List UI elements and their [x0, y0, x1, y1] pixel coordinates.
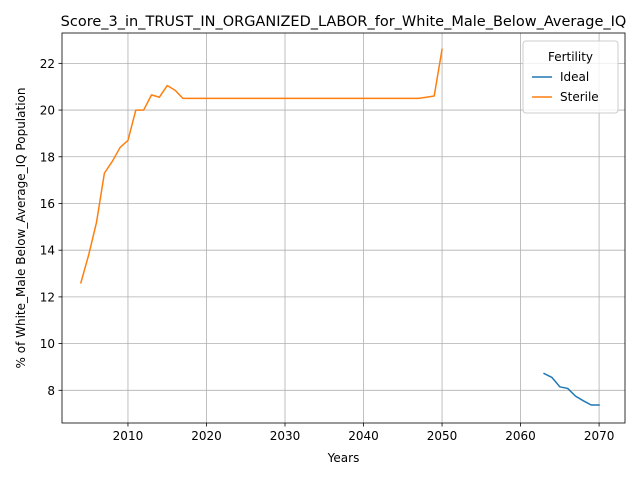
y-tick-label: 8 [47, 384, 55, 398]
x-tick-label: 2060 [505, 429, 536, 443]
x-tick-label: 2010 [113, 429, 144, 443]
legend-label-ideal: Ideal [560, 70, 589, 84]
y-tick-label: 18 [40, 150, 55, 164]
x-tick-label: 2040 [348, 429, 379, 443]
legend-box [522, 40, 619, 114]
legend-entries: Ideal Sterile [532, 70, 599, 104]
x-tick-label: 2030 [270, 429, 301, 443]
chart-title: Score_3_in_TRUST_IN_ORGANIZED_LABOR_for_… [61, 14, 627, 30]
legend-label-sterile: Sterile [560, 90, 599, 104]
legend: Fertility Ideal Sterile [522, 40, 619, 114]
y-tick-label: 20 [40, 104, 55, 118]
series-line-sterile [79, 48, 443, 284]
y-tick-label: 10 [40, 337, 55, 351]
x-tick-label: 2070 [584, 429, 615, 443]
y-tick-label: 14 [40, 244, 55, 258]
y-axis-label: % of White_Male Below_Average_IQ Populat… [14, 88, 28, 369]
series-line-ideal [543, 372, 600, 406]
y-tick-label: 12 [40, 290, 55, 304]
legend-title: Fertility [548, 50, 593, 64]
x-tick-label: 2050 [427, 429, 458, 443]
x-axis-label: Years [327, 451, 360, 465]
axis-ticks: 2010 2020 2030 2040 2050 2060 2070 8 10 12 14 16 18 2… [40, 57, 615, 443]
plot-frame [61, 32, 626, 424]
x-tick-label: 2020 [191, 429, 222, 443]
plot-lines [79, 48, 600, 406]
y-tick-label: 22 [40, 57, 55, 71]
y-tick-label: 16 [40, 197, 55, 211]
